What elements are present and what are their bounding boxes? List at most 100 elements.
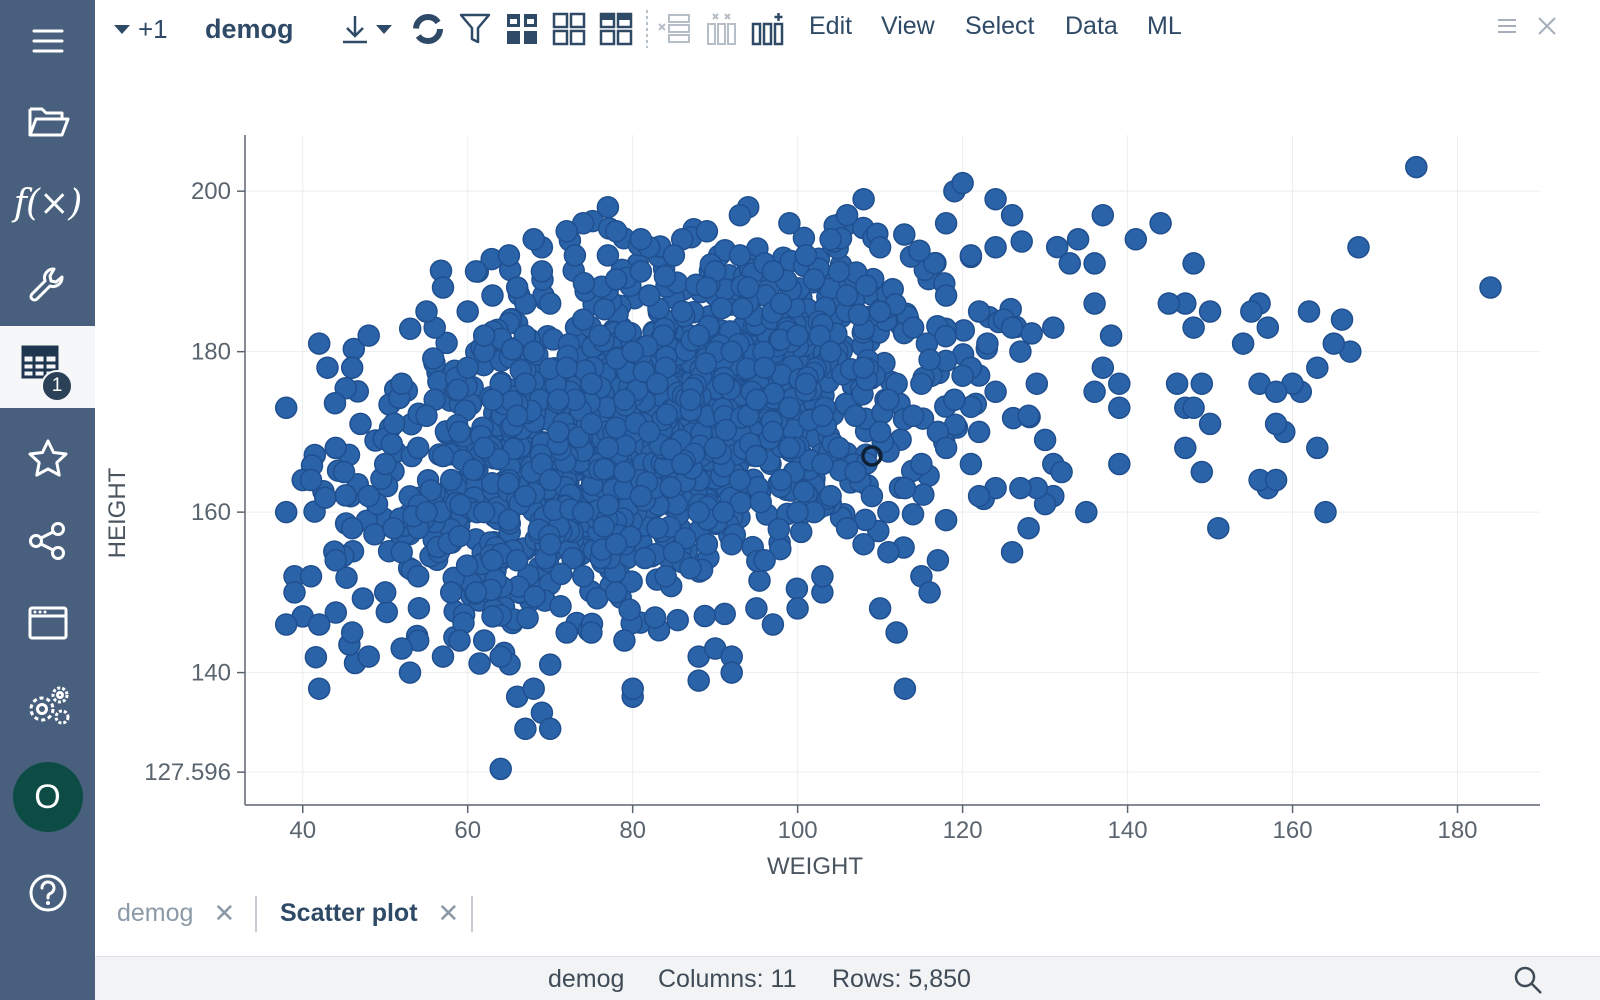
scatter-point[interactable] (910, 452, 933, 476)
scatter-point[interactable] (720, 532, 743, 556)
scatter-point[interactable] (901, 404, 925, 428)
scatter-point[interactable] (926, 549, 950, 572)
scatter-point[interactable] (1322, 332, 1346, 355)
scatter-point[interactable] (592, 515, 615, 538)
scatter-point[interactable] (415, 404, 438, 428)
scatter-point[interactable] (1025, 372, 1049, 395)
scatter-point[interactable] (373, 581, 397, 604)
scatter-point[interactable] (679, 388, 702, 412)
scatter-point[interactable] (918, 348, 941, 371)
scatter-point[interactable] (448, 420, 471, 444)
scatter-point[interactable] (357, 324, 380, 347)
scatter-point[interactable] (299, 468, 323, 492)
scatter-point[interactable] (976, 332, 999, 355)
window-icon[interactable] (0, 582, 95, 664)
scatter-point[interactable] (918, 581, 941, 604)
folder-open-icon[interactable] (0, 80, 95, 162)
scatter-point[interactable] (670, 452, 694, 476)
scatter-point[interactable] (349, 412, 372, 436)
scatter-point[interactable] (1045, 235, 1069, 259)
scatter-point[interactable] (481, 549, 504, 572)
scatter-point[interactable] (646, 516, 669, 540)
scatter-point[interactable] (778, 396, 801, 420)
scatter-point[interactable] (514, 484, 537, 508)
scatter-point[interactable] (449, 493, 472, 517)
star-icon[interactable] (0, 418, 95, 500)
scatter-point[interactable] (555, 621, 578, 644)
scatter-point[interactable] (571, 500, 595, 524)
scatter-point[interactable] (448, 629, 471, 652)
scatter-point[interactable] (852, 187, 875, 211)
scatter-point[interactable] (390, 540, 413, 564)
scatter-point[interactable] (324, 601, 348, 624)
scatter-point[interactable] (523, 585, 547, 608)
scatter-point[interactable] (1306, 436, 1329, 460)
scatter-point[interactable] (472, 500, 496, 524)
scatter-point[interactable] (456, 356, 479, 379)
scatter-point[interactable] (745, 388, 768, 412)
scatter-point[interactable] (398, 661, 422, 684)
scatter-point[interactable] (593, 297, 616, 321)
scatter-point[interactable] (448, 524, 471, 548)
scatter-point[interactable] (538, 532, 562, 556)
scatter-point[interactable] (1000, 540, 1024, 564)
scatter-point[interactable] (868, 597, 892, 620)
scatter-point[interactable] (522, 340, 545, 363)
scatter-point[interactable] (1083, 380, 1106, 404)
scatter-point[interactable] (670, 300, 694, 323)
scatter-point[interactable] (728, 203, 752, 227)
scatter-point[interactable] (334, 484, 357, 507)
scatter-point[interactable] (489, 757, 512, 781)
scatter-point[interactable] (712, 500, 735, 524)
scatter-point[interactable] (538, 717, 562, 741)
scatter-point[interactable] (514, 372, 537, 395)
scatter-point[interactable] (340, 621, 364, 644)
layout-grid-icon[interactable] (505, 10, 539, 48)
scatter-point[interactable] (621, 677, 644, 700)
scatter-point[interactable] (943, 388, 966, 412)
download-icon[interactable] (340, 10, 370, 48)
scatter-point[interactable] (1099, 324, 1123, 347)
scatter-point[interactable] (580, 621, 603, 644)
scatter-point[interactable] (748, 569, 771, 592)
scatter-point[interactable] (1033, 428, 1057, 452)
scatter-point[interactable] (984, 380, 1007, 404)
scatter-point[interactable] (786, 324, 809, 347)
scatter-point[interactable] (1124, 228, 1148, 251)
wrench-icon[interactable] (0, 244, 95, 326)
scatter-point[interactable] (547, 388, 570, 412)
scatter-point[interactable] (713, 602, 736, 626)
scatter-point[interactable] (439, 581, 463, 604)
scatter-point[interactable] (687, 500, 710, 524)
menu-ml[interactable]: ML (1147, 12, 1182, 40)
filter-icon[interactable] (458, 10, 492, 48)
close-icon[interactable]: ✕ (437, 897, 460, 928)
scatter-point[interactable] (324, 436, 347, 460)
scatter-point[interactable] (274, 396, 298, 420)
scatter-point[interactable] (1042, 316, 1065, 339)
scatter-point[interactable] (695, 532, 719, 556)
scatter-point[interactable] (967, 300, 991, 323)
scatter-point[interactable] (659, 475, 682, 499)
scatter-point[interactable] (951, 171, 974, 195)
scatter-point[interactable] (695, 276, 719, 299)
menu-data[interactable]: Data (1065, 12, 1118, 40)
scatter-point[interactable] (844, 404, 867, 428)
scatter-point[interactable] (877, 388, 900, 412)
scatter-point[interactable] (714, 418, 738, 442)
scatter-point[interactable] (1405, 155, 1428, 179)
scatter-point[interactable] (472, 629, 496, 652)
scatter-point[interactable] (908, 239, 931, 262)
scatter-point[interactable] (1198, 412, 1222, 436)
scatter-point[interactable] (695, 220, 719, 243)
scatter-point[interactable] (646, 372, 669, 395)
scatter-point[interactable] (720, 340, 743, 363)
scatter-point[interactable] (621, 340, 644, 363)
scatter-point[interactable] (363, 523, 386, 546)
settings-icon[interactable] (0, 664, 95, 746)
scatter-point[interactable] (596, 244, 620, 267)
scatter-point[interactable] (934, 508, 958, 532)
close-icon[interactable]: ✕ (213, 897, 236, 928)
scatter-point[interactable] (761, 613, 785, 636)
scatter-point[interactable] (877, 500, 900, 524)
